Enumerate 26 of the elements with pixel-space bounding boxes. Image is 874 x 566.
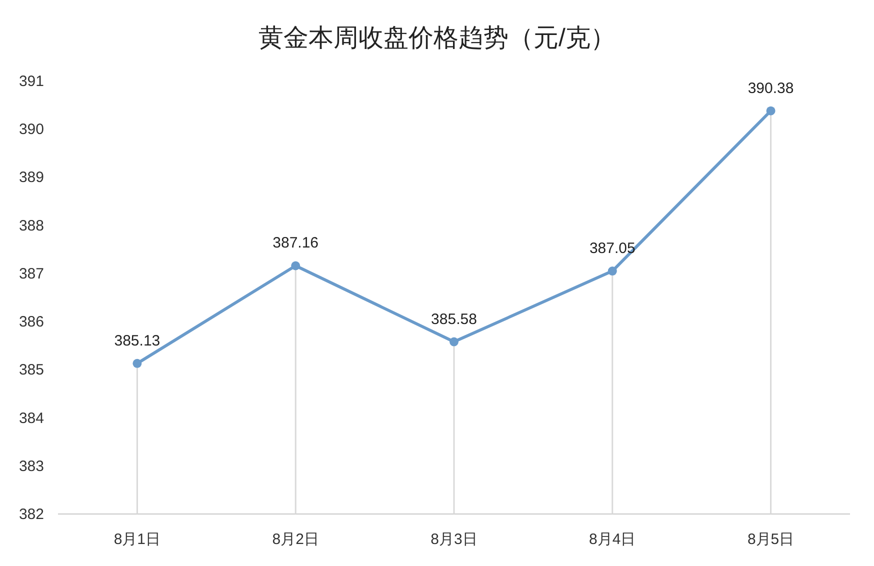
title: 黄金本周收盘价格趋势（元/克） [258,24,616,52]
y-tick-label: 384 [18,410,44,427]
y-tick-label: 382 [18,506,44,523]
x-tick-label: 8月4日 [589,531,636,548]
y-tick-label: 383 [18,458,44,475]
data-label: 387.05 [589,240,636,258]
x-tick-label: 8月2日 [272,531,319,548]
data-label: 387.16 [272,234,319,252]
data-label: 385.58 [431,310,477,328]
point [291,261,300,270]
y-tick-label: 387 [18,265,44,282]
y-tick-label: 389 [18,169,44,186]
y-tick-label: 390 [18,121,44,138]
point [450,337,458,346]
point [766,106,776,116]
point [608,266,617,276]
point [132,358,142,368]
x-tick-label: 8月1日 [114,531,161,548]
data-label: 390.38 [748,80,794,97]
y-tick-label: 385 [18,362,44,379]
x-tick-label: 8月5日 [747,531,794,548]
x-tick-label: 8月3日 [430,531,478,548]
data-label: 385.13 [114,332,160,350]
y-tick-label: 391 [18,73,44,90]
y-tick-label: 386 [18,314,44,331]
y-tick-label: 388 [18,217,44,234]
